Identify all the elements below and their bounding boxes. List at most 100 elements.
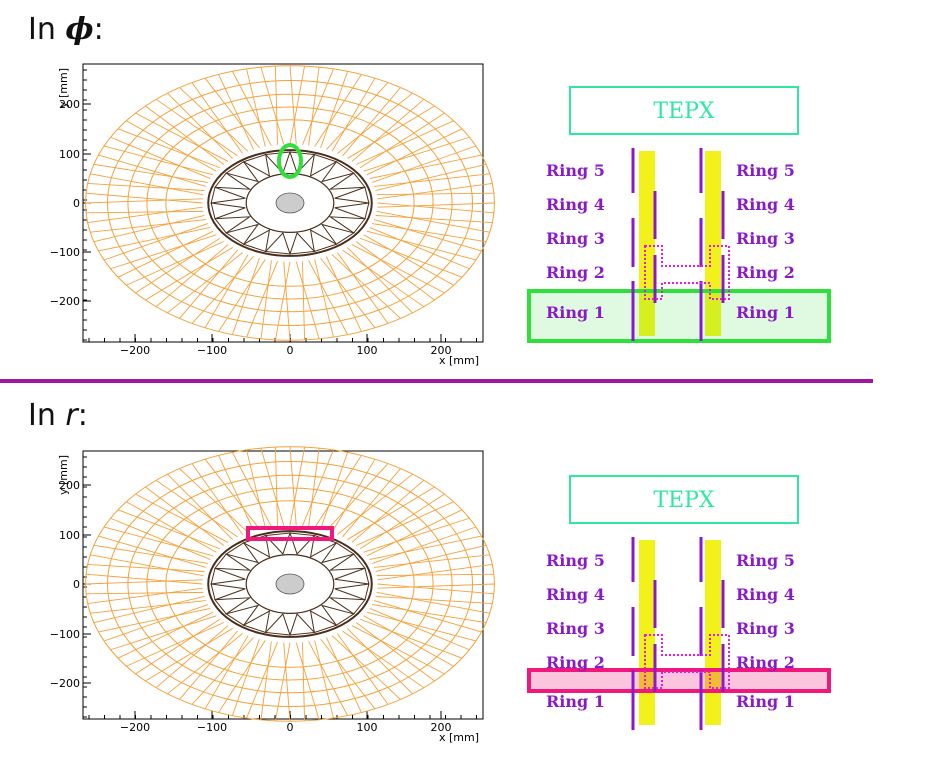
module-edge [331, 458, 376, 533]
ring-label-right: Ring 3 [736, 619, 795, 638]
inner-module [289, 151, 316, 174]
module-edge [135, 112, 229, 162]
module-edge [145, 105, 225, 165]
ring-label-right: Ring 5 [736, 551, 795, 570]
tepx-title: TEPX [653, 99, 715, 124]
heading-in-phi: In ϕ: [28, 12, 104, 47]
module-edge [326, 463, 389, 531]
module-edge [246, 261, 278, 338]
module-edge [331, 635, 401, 700]
module-edge [302, 449, 334, 526]
module-edge [356, 120, 454, 165]
module-edge [126, 622, 224, 667]
inner-module [320, 542, 356, 564]
inner-module [210, 186, 246, 204]
module-edge [246, 642, 278, 719]
module-edge [135, 493, 229, 543]
module-edge [337, 92, 413, 154]
ring-label-left: Ring 5 [546, 161, 605, 180]
module-edge [179, 249, 238, 319]
ring-label-left: Ring 3 [546, 619, 605, 638]
module-edge [179, 87, 249, 152]
ring-label-left: Ring 3 [546, 229, 605, 248]
schematic-phi: TEPX Ring 5 Ring 4 Ring 3 Ring 2 Ring 1 Ring 5… [527, 86, 831, 343]
module-edge [314, 640, 334, 719]
module-edge [375, 544, 487, 572]
x-tick-label: 100 [357, 344, 378, 357]
module-edge [86, 210, 204, 214]
module-edge [110, 234, 217, 270]
module-ring-outline [127, 93, 453, 313]
module-edge [295, 261, 320, 339]
module-edge [355, 622, 435, 682]
service-outline [644, 245, 730, 300]
heading-suffix: : [77, 398, 88, 433]
module-edge [347, 247, 413, 314]
plot-r: −200 −100 0 100 200 200 100 0 −100 −200 x [mm] y [m… [50, 446, 495, 744]
module-edge [363, 234, 454, 286]
heading-in-r: In r: [28, 398, 88, 433]
ring-label-right: Ring 2 [736, 263, 795, 282]
module-edge [359, 237, 463, 278]
module-edge [289, 66, 306, 145]
inner-module [309, 153, 338, 177]
module-edge [331, 254, 401, 319]
module-edge [117, 509, 221, 550]
module-edge [191, 463, 244, 535]
y-tick-label: 100 [59, 148, 80, 161]
module-edge [218, 74, 255, 150]
ring-label-left: Ring 1 [546, 303, 605, 322]
inner-module [328, 216, 366, 234]
module-edge [376, 192, 494, 196]
module-edge [274, 261, 291, 340]
module-edge [260, 67, 285, 145]
beam-pipe [275, 573, 305, 595]
inner-module [214, 597, 252, 615]
tepx-box [569, 86, 799, 135]
module-edge [87, 206, 203, 223]
module-edge [351, 625, 445, 675]
module-edge [218, 259, 266, 332]
module-edge [289, 65, 297, 145]
module-edge [369, 154, 482, 180]
module-edge [366, 611, 477, 642]
x-tick-label: −200 [120, 721, 150, 734]
module-ring-outline [165, 500, 415, 668]
inner-module [264, 532, 291, 555]
module-edge [336, 633, 389, 705]
module-edge [231, 638, 260, 716]
module-edge [359, 112, 445, 169]
module-edge [283, 261, 291, 341]
module-edge [191, 637, 254, 705]
module-edge [347, 628, 413, 695]
ring-label-right: Ring 1 [736, 692, 795, 711]
module-edge [93, 215, 205, 243]
highlight-rectangle [246, 526, 334, 541]
module-edge [374, 173, 490, 187]
module-edge [320, 71, 349, 149]
module-edge [342, 630, 425, 689]
module-edge [369, 227, 470, 270]
module-edge [191, 82, 244, 154]
inner-module [224, 161, 260, 183]
inner-module [334, 186, 370, 204]
module-ring-outline [107, 80, 473, 326]
module-edge [308, 260, 348, 335]
module-edge [135, 618, 221, 675]
inner-module [264, 151, 291, 174]
module-edge [337, 473, 413, 535]
module-edge [167, 633, 243, 695]
module-edge [342, 468, 401, 538]
module-edge [372, 604, 487, 624]
module-edge [320, 638, 376, 710]
ring-label-left: Ring 1 [546, 692, 605, 711]
module-edge [155, 244, 229, 308]
module-edge [289, 447, 306, 526]
inner-module [328, 553, 366, 571]
ring-label-right: Ring 4 [736, 585, 795, 604]
module-edge [86, 591, 204, 595]
module-edge [231, 257, 260, 335]
module-edge [359, 618, 463, 659]
module-edge [375, 596, 493, 604]
module-ring-outline [146, 106, 434, 300]
